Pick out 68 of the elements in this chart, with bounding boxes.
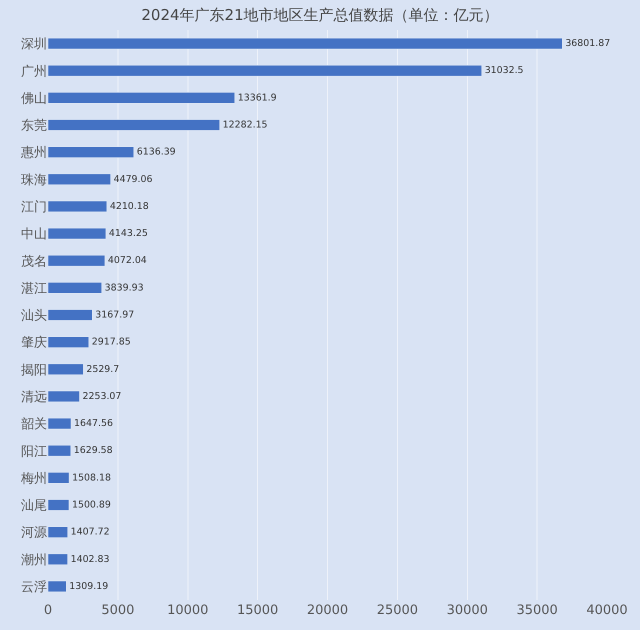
bar — [48, 390, 80, 402]
bar — [48, 228, 106, 240]
bar — [48, 255, 106, 266]
x-tick-label: 10000 — [167, 603, 208, 618]
bar — [48, 554, 68, 565]
y-tick-label: 湛江 — [21, 281, 47, 296]
data-label: 1647.56 — [74, 418, 113, 430]
y-tick-label: 茂名 — [21, 254, 47, 270]
data-label: 3167.97 — [95, 310, 134, 321]
y-tick-label: 阳江 — [21, 444, 47, 460]
bar — [48, 364, 84, 375]
bar — [48, 282, 102, 294]
data-label: 4479.06 — [114, 174, 152, 185]
y-tick-label: 深圳 — [21, 37, 47, 52]
data-label: 1402.83 — [70, 554, 110, 565]
data-label: 13361.9 — [238, 92, 277, 104]
data-label: 3839.93 — [104, 282, 144, 294]
bar — [48, 499, 70, 511]
y-tick-label: 云浮 — [21, 580, 47, 595]
y-tick-label: 佛山 — [21, 91, 47, 106]
x-tick-label: 40000 — [586, 603, 628, 618]
data-label: 31032.5 — [484, 65, 524, 76]
data-label: 2529.7 — [86, 364, 120, 375]
x-tick-label: 15000 — [236, 603, 278, 618]
bar — [48, 174, 111, 185]
y-tick-label: 东莞 — [21, 118, 47, 134]
data-label: 4143.25 — [108, 228, 148, 240]
y-tick-label: 珠海 — [21, 172, 47, 188]
y-tick-label: 汕尾 — [21, 498, 47, 514]
data-label: 1407.72 — [70, 526, 110, 538]
data-label: 36801.87 — [565, 38, 610, 50]
bar — [48, 445, 72, 456]
x-tick-label: 35000 — [516, 603, 558, 618]
data-label: 4210.18 — [110, 200, 149, 212]
x-tick-label: 0 — [44, 603, 52, 618]
data-label: 6136.39 — [136, 146, 176, 158]
data-label: 4072.04 — [108, 255, 147, 266]
x-tick-label: 25000 — [376, 603, 418, 618]
y-tick-label: 河源 — [21, 526, 47, 541]
y-tick-label: 广州 — [21, 64, 47, 80]
y-tick-label: 惠州 — [20, 146, 47, 161]
chart-title: 2024年广东21地市地区生产总值数据（单位：亿元） — [141, 6, 499, 24]
y-tick-label: 揭阳 — [21, 362, 47, 378]
y-tick-label: 中山 — [21, 227, 47, 242]
data-label: 1508.18 — [72, 472, 112, 484]
bar — [48, 472, 70, 484]
data-label: 12282.15 — [222, 120, 268, 131]
bar — [48, 418, 72, 430]
data-label: 1500.89 — [72, 500, 111, 511]
data-label: 1309.19 — [69, 580, 108, 592]
x-tick-label: 5000 — [101, 603, 134, 618]
data-label: 1629.58 — [74, 445, 113, 456]
y-tick-label: 清远 — [21, 390, 47, 405]
x-tick-label: 30000 — [446, 603, 488, 618]
bar — [48, 526, 68, 538]
data-label: 2253.07 — [82, 390, 122, 402]
data-label: 2917.85 — [92, 336, 131, 348]
y-tick-label: 韶关 — [21, 417, 47, 432]
bar — [48, 200, 108, 212]
bar — [48, 309, 93, 321]
y-tick-label: 汕头 — [21, 308, 47, 324]
x-tick-label: 20000 — [306, 603, 348, 618]
y-tick-label: 梅州 — [20, 471, 47, 486]
bar — [48, 580, 67, 592]
y-tick-label: 江门 — [21, 198, 47, 215]
y-tick-label: 潮州 — [21, 552, 47, 568]
y-tick-label: 肇庆 — [21, 336, 47, 351]
bar — [48, 336, 90, 348]
